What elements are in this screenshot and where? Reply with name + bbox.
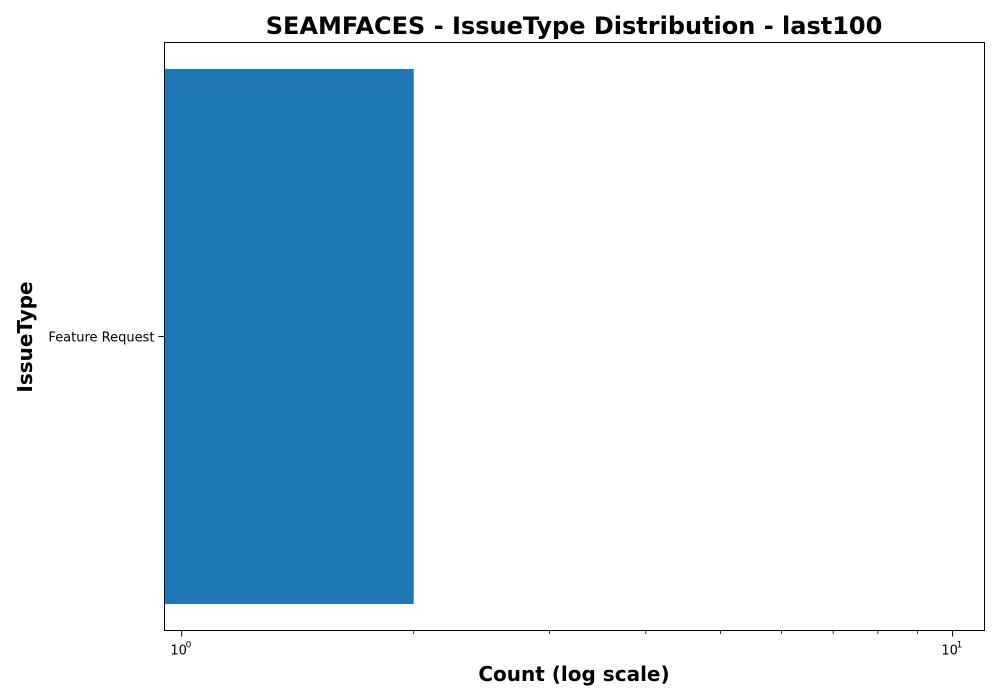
x-tick-label: 10	[170, 644, 187, 659]
bars-layer	[164, 68, 414, 605]
y-axis-ticks: Feature Request	[48, 331, 165, 346]
y-tick-label: Feature Request	[48, 331, 154, 346]
bar-feature-request	[164, 68, 414, 605]
x-tick-label: 10	[941, 644, 958, 659]
x-axis-ticks: 100 101	[170, 630, 963, 659]
chart-title: SEAMFACES - IssueType Distribution - las…	[266, 12, 883, 40]
x-tick-label-exponent: 1	[957, 641, 963, 651]
x-axis-label: Count (log scale)	[478, 662, 669, 686]
y-axis-label: IssueType	[13, 281, 37, 392]
x-tick-label-exponent: 0	[186, 641, 192, 651]
